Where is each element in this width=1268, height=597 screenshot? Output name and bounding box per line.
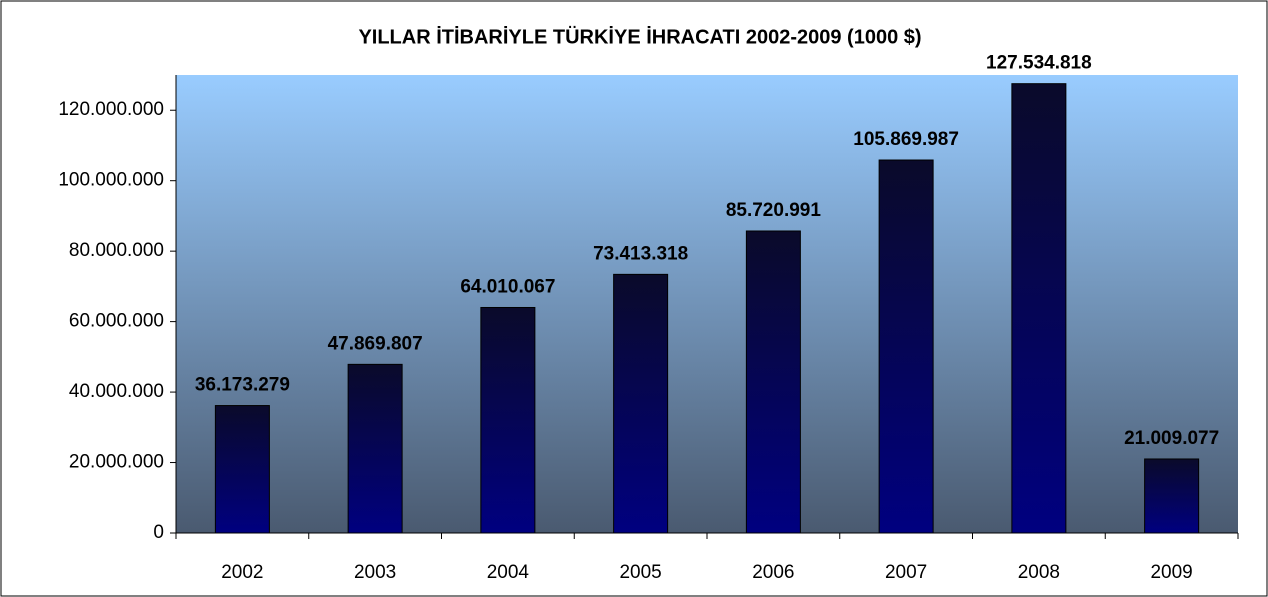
x-tick-label: 2006 xyxy=(752,562,794,583)
data-label: 21.009.077 xyxy=(1124,428,1219,449)
bar xyxy=(878,159,934,534)
y-tick-label: 0 xyxy=(153,522,164,543)
y-tick-label: 20.000.000 xyxy=(69,452,164,473)
plot-area xyxy=(176,75,1238,533)
chart-title: YILLAR İTİBARİYLE TÜRKİYE İHRACATI 2002-… xyxy=(358,25,921,48)
y-tick-label: 120.000.000 xyxy=(58,99,164,120)
data-label: 47.869.807 xyxy=(328,333,423,354)
data-label: 85.720.991 xyxy=(726,200,822,221)
x-tick-label: 2008 xyxy=(1018,562,1060,583)
x-tick-label: 2002 xyxy=(221,562,263,583)
y-tick-label: 40.000.000 xyxy=(69,381,164,402)
y-tick-label: 60.000.000 xyxy=(69,311,164,332)
x-tick-label: 2004 xyxy=(487,562,530,583)
data-label: 105.869.987 xyxy=(853,129,959,150)
bar xyxy=(613,273,669,534)
x-tick-label: 2007 xyxy=(885,562,927,583)
bar xyxy=(1011,83,1067,534)
data-label: 127.534.818 xyxy=(986,53,1092,74)
bar xyxy=(1144,458,1200,534)
y-tick-label: 80.000.000 xyxy=(69,240,164,261)
data-label: 36.173.279 xyxy=(195,375,290,396)
data-label: 64.010.067 xyxy=(460,277,555,298)
data-label: 73.413.318 xyxy=(593,243,688,264)
x-tick-label: 2009 xyxy=(1150,562,1192,583)
bar xyxy=(347,363,403,534)
bar xyxy=(745,230,801,534)
bar xyxy=(214,405,270,534)
bar xyxy=(480,306,536,534)
y-tick-label: 100.000.000 xyxy=(58,170,164,191)
x-tick-label: 2005 xyxy=(619,562,661,583)
x-tick-label: 2003 xyxy=(354,562,396,583)
